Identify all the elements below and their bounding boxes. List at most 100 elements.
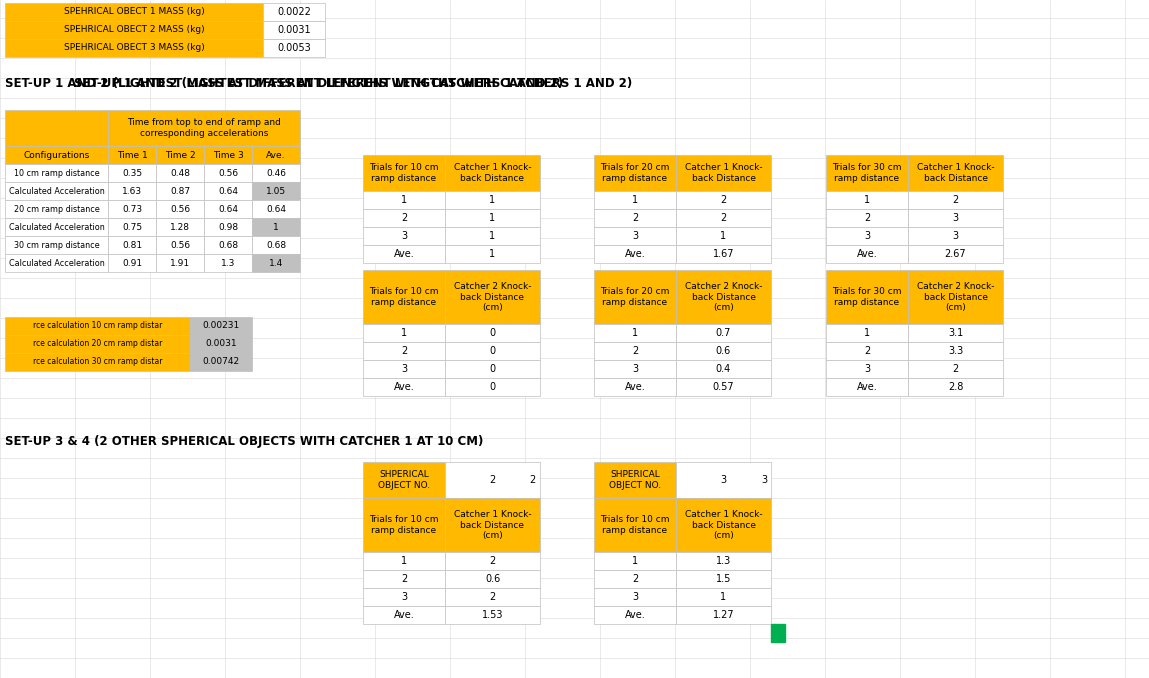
- Bar: [205, 182, 252, 200]
- Text: 2.8: 2.8: [948, 382, 963, 392]
- Bar: [594, 360, 676, 378]
- Bar: [445, 570, 540, 588]
- Text: 0: 0: [489, 346, 495, 356]
- Bar: [445, 209, 540, 227]
- Text: rce calculation 20 cm ramp distar: rce calculation 20 cm ramp distar: [33, 340, 162, 348]
- Text: Ave.: Ave.: [394, 249, 415, 259]
- Text: 0.87: 0.87: [170, 186, 190, 195]
- Bar: [594, 209, 676, 227]
- Text: Ave.: Ave.: [625, 610, 646, 620]
- Text: 1.28: 1.28: [170, 222, 190, 231]
- Text: 2: 2: [530, 475, 535, 485]
- Bar: [445, 342, 540, 360]
- Bar: [676, 342, 771, 360]
- Text: 1: 1: [632, 556, 638, 566]
- Bar: [445, 324, 540, 342]
- Text: SPEHRICAL OBECT 2 MASS (kg): SPEHRICAL OBECT 2 MASS (kg): [63, 26, 205, 35]
- Bar: [826, 209, 908, 227]
- Bar: [363, 209, 445, 227]
- Bar: [445, 191, 540, 209]
- Bar: [108, 200, 156, 218]
- Bar: [908, 227, 1003, 245]
- Bar: [908, 191, 1003, 209]
- Bar: [205, 146, 252, 164]
- Text: 0.35: 0.35: [122, 169, 142, 178]
- Bar: [263, 39, 325, 57]
- Bar: [5, 182, 108, 200]
- Text: 0.75: 0.75: [122, 222, 142, 231]
- Bar: [594, 498, 676, 552]
- Text: Catcher 1 Knock-
back Distance
(cm): Catcher 1 Knock- back Distance (cm): [685, 510, 762, 540]
- Text: 3: 3: [761, 475, 768, 485]
- Bar: [826, 245, 908, 263]
- Text: 1: 1: [632, 195, 638, 205]
- Text: 1: 1: [864, 328, 870, 338]
- Text: 1: 1: [864, 195, 870, 205]
- Bar: [445, 552, 540, 570]
- Bar: [826, 155, 908, 191]
- Bar: [594, 606, 676, 624]
- Text: 0.0022: 0.0022: [277, 7, 311, 17]
- Bar: [363, 606, 445, 624]
- Text: Ave.: Ave.: [857, 382, 878, 392]
- Bar: [908, 245, 1003, 263]
- Bar: [363, 552, 445, 570]
- Bar: [363, 378, 445, 396]
- Bar: [826, 324, 908, 342]
- Text: 1.5: 1.5: [716, 574, 731, 584]
- Bar: [445, 378, 540, 396]
- Text: 3: 3: [632, 592, 638, 602]
- Text: 2: 2: [489, 475, 495, 485]
- Bar: [445, 588, 540, 606]
- Text: 2: 2: [720, 213, 726, 223]
- Bar: [5, 335, 190, 353]
- Text: 1: 1: [401, 328, 407, 338]
- Text: Ave.: Ave.: [625, 249, 646, 259]
- Text: 1.53: 1.53: [481, 610, 503, 620]
- Bar: [5, 146, 108, 164]
- Bar: [205, 254, 252, 272]
- Bar: [594, 552, 676, 570]
- Text: 1.63: 1.63: [122, 186, 142, 195]
- Text: 0.00742: 0.00742: [202, 357, 239, 367]
- Bar: [908, 155, 1003, 191]
- Text: Trials for 10 cm
ramp distance: Trials for 10 cm ramp distance: [369, 515, 439, 535]
- Text: 2: 2: [864, 346, 870, 356]
- Bar: [5, 39, 263, 57]
- Bar: [908, 270, 1003, 324]
- Text: Ave.: Ave.: [267, 151, 286, 159]
- Text: 0.4: 0.4: [716, 364, 731, 374]
- Text: Time from top to end of ramp and
corresponding accelerations: Time from top to end of ramp and corresp…: [128, 118, 282, 138]
- Text: SET-UP 1 AND 2 (LIGHTEST MASS AT DIFFERENT LENGTHS WITH CATCHERS 1 AND 2): SET-UP 1 AND 2 (LIGHTEST MASS AT DIFFERE…: [5, 77, 563, 89]
- Text: 1.67: 1.67: [712, 249, 734, 259]
- Text: 0.0031: 0.0031: [277, 25, 311, 35]
- Bar: [826, 378, 908, 396]
- Text: Ave.: Ave.: [625, 382, 646, 392]
- Text: 3: 3: [632, 231, 638, 241]
- Text: 3: 3: [401, 364, 407, 374]
- Text: 1.3: 1.3: [716, 556, 731, 566]
- Bar: [594, 227, 676, 245]
- Bar: [156, 254, 205, 272]
- Bar: [205, 200, 252, 218]
- Text: 2: 2: [489, 556, 495, 566]
- Text: SET-UP 1 AND 2 (LIGHTEST MASS AT DIFFERENT LENGTHS WITH CATCHERS 1 AND 2): SET-UP 1 AND 2 (LIGHTEST MASS AT DIFFERE…: [74, 77, 632, 89]
- Bar: [363, 227, 445, 245]
- Text: 1.3: 1.3: [221, 258, 236, 268]
- Bar: [263, 3, 325, 21]
- Bar: [594, 462, 676, 498]
- Text: Catcher 1 Knock-
back Distance: Catcher 1 Knock- back Distance: [685, 163, 762, 182]
- Bar: [908, 209, 1003, 227]
- Bar: [156, 164, 205, 182]
- Text: Trials for 20 cm
ramp distance: Trials for 20 cm ramp distance: [600, 287, 670, 306]
- Bar: [826, 191, 908, 209]
- Bar: [676, 378, 771, 396]
- Bar: [363, 342, 445, 360]
- Bar: [594, 570, 676, 588]
- Text: 0.56: 0.56: [170, 241, 190, 250]
- Text: 20 cm ramp distance: 20 cm ramp distance: [14, 205, 99, 214]
- Text: Trials for 20 cm
ramp distance: Trials for 20 cm ramp distance: [600, 163, 670, 182]
- Bar: [594, 270, 676, 324]
- Text: Trials for 30 cm
ramp distance: Trials for 30 cm ramp distance: [832, 287, 902, 306]
- Text: SHPERICAL
OBJECT NO.: SHPERICAL OBJECT NO.: [609, 471, 661, 490]
